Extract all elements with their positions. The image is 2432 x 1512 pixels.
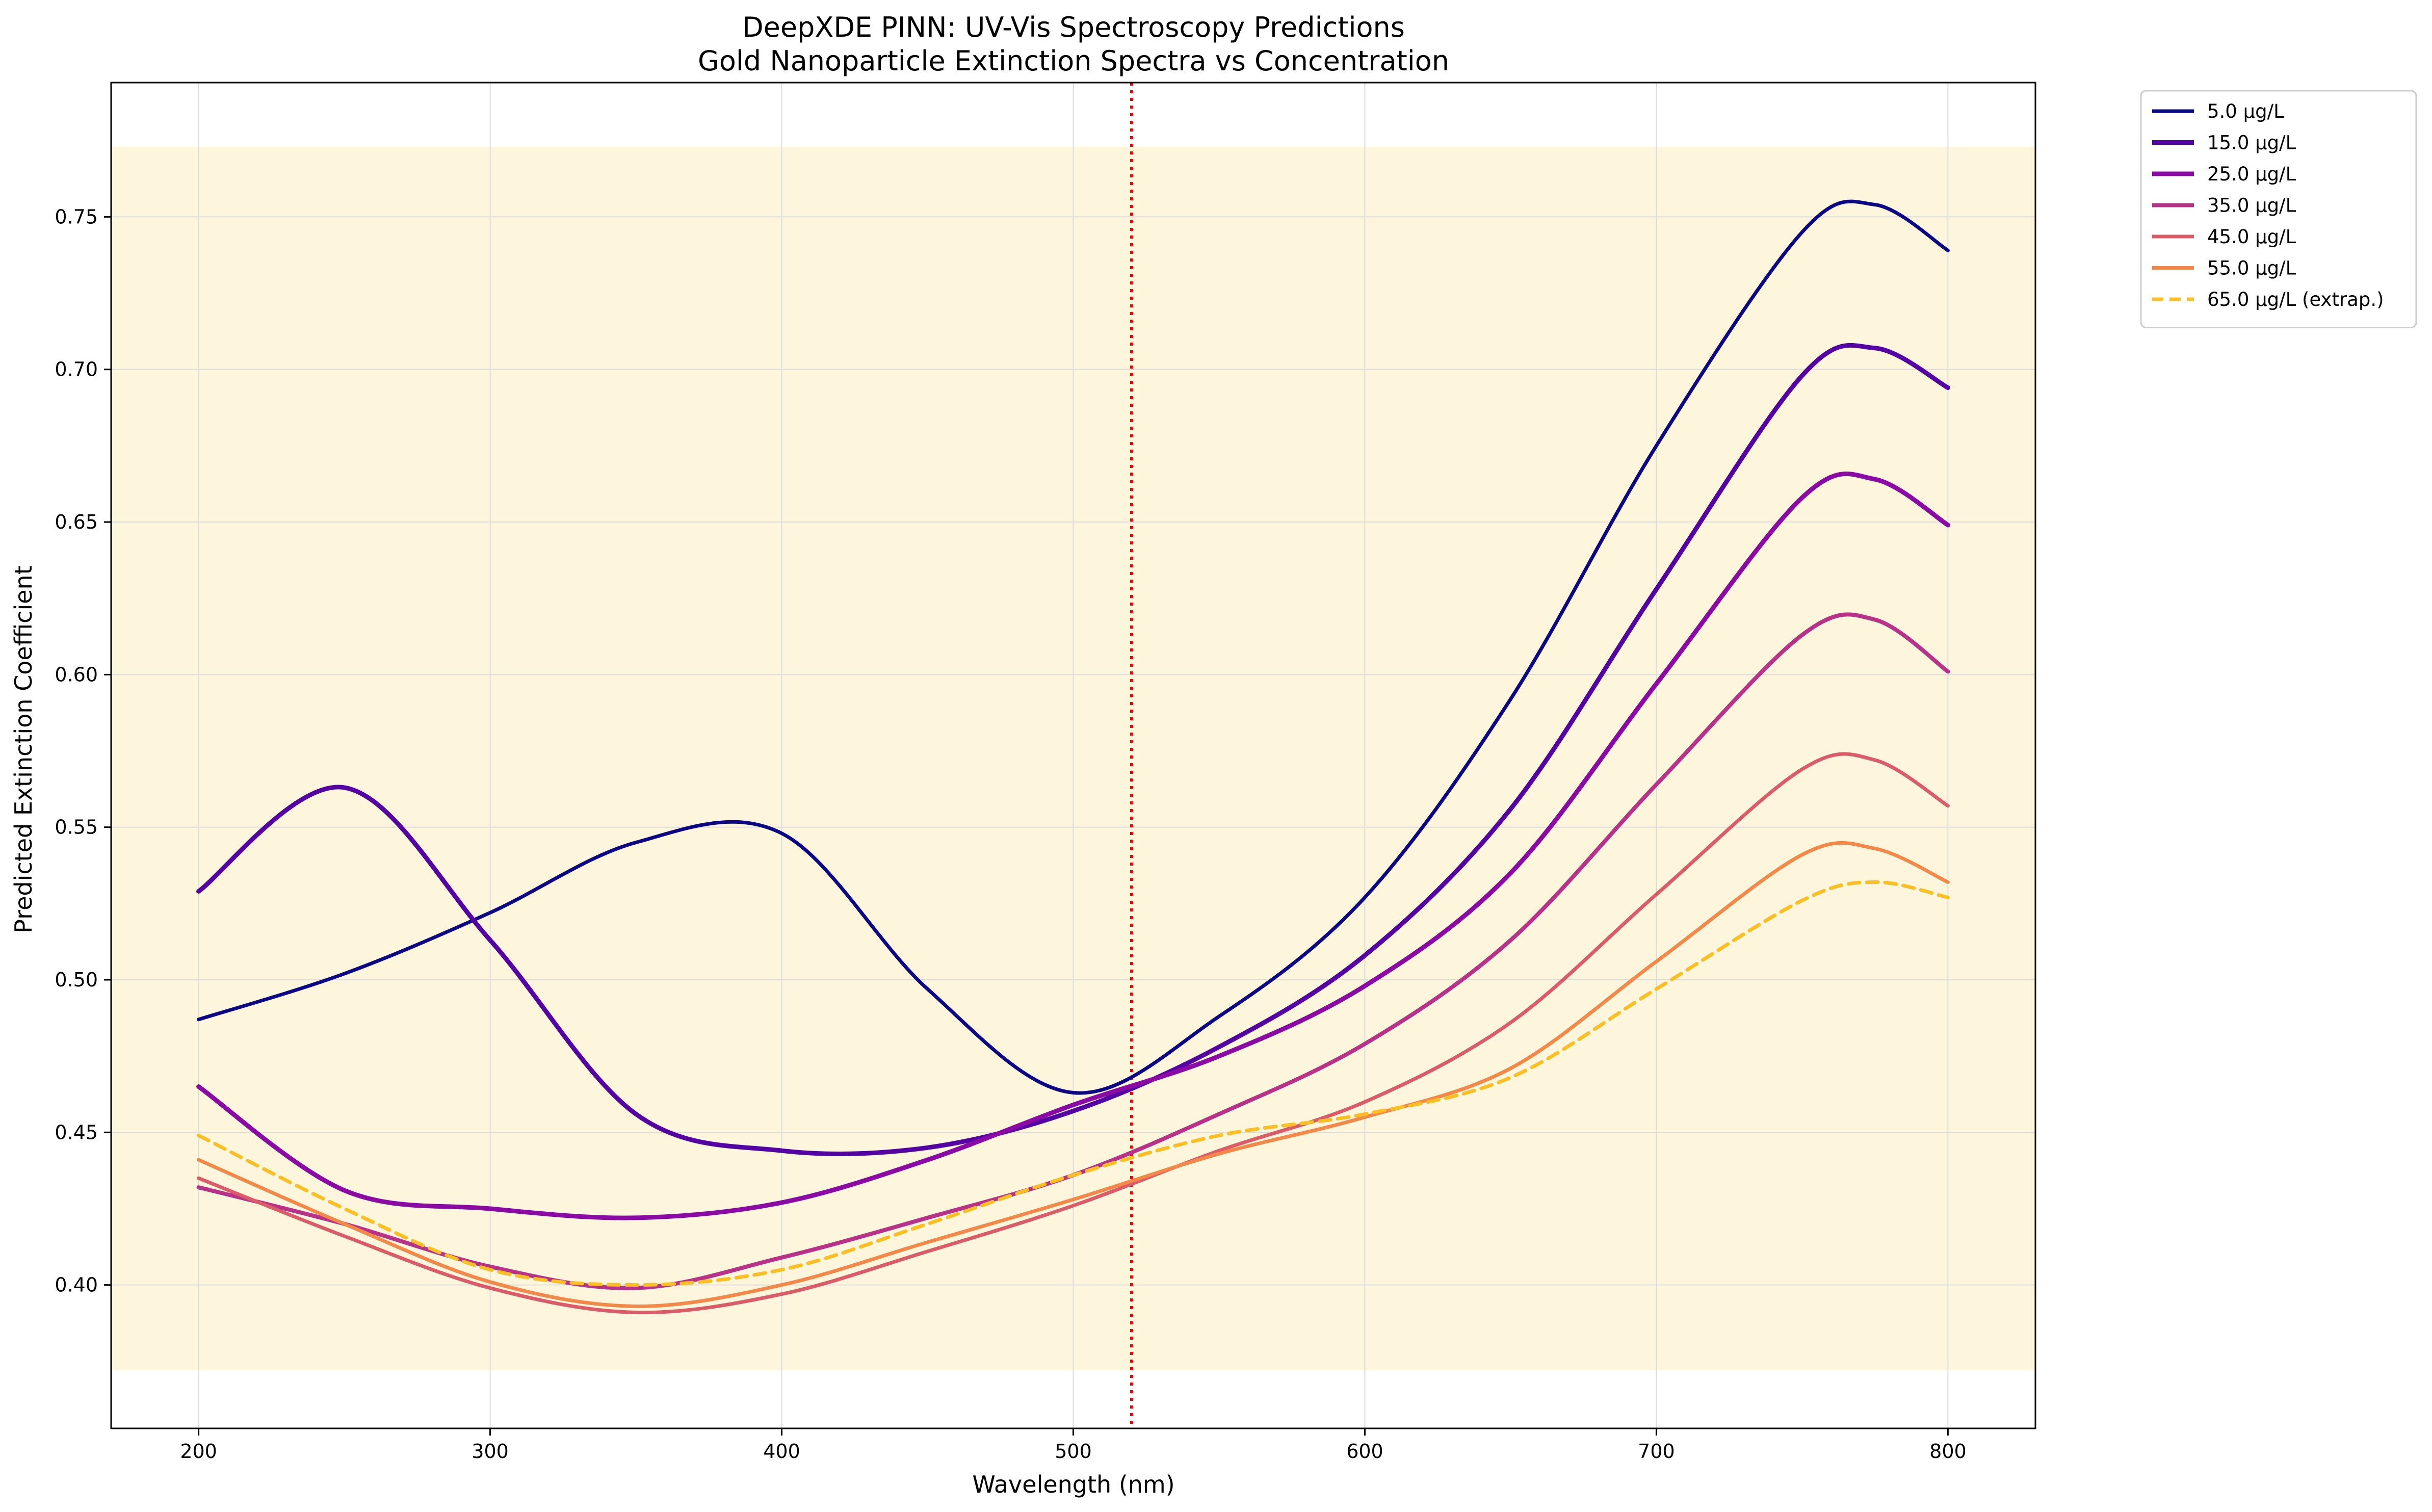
y-tick-label: 0.50 <box>55 969 98 991</box>
x-tick-label: 300 <box>472 1440 509 1463</box>
y-tick-label: 0.40 <box>55 1274 98 1296</box>
legend-label-7: 65.0 µg/L (extrap.) <box>2207 289 2384 310</box>
y-tick-label: 0.70 <box>55 358 98 381</box>
series-line-7 <box>197 880 1950 1287</box>
y-tick-label: 0.55 <box>55 816 98 839</box>
series-line-3 <box>196 472 1950 1220</box>
legend-label-4: 35.0 µg/L <box>2207 195 2296 217</box>
legend: 5.0 µg/L 15.0 µg/L 25.0 µg/L 35.0 µg/L 45.0 … <box>2140 90 2417 328</box>
series-line-5 <box>197 752 1950 1315</box>
legend-label-2: 15.0 µg/L <box>2207 132 2296 154</box>
series-line-1 <box>197 199 1950 1095</box>
y-tick-label: 0.75 <box>55 205 98 228</box>
x-tick-label: 200 <box>180 1440 217 1463</box>
series-line-6 <box>197 841 1950 1309</box>
y-axis-label: Predicted Extinction Coefficient <box>10 565 37 933</box>
x-tick-label: 500 <box>1055 1440 1092 1463</box>
legend-label-1: 5.0 µg/L <box>2207 100 2284 122</box>
x-tick-label: 800 <box>1929 1440 1967 1463</box>
y-tick-label: 0.60 <box>55 663 98 686</box>
y-tick-label: 0.65 <box>55 511 98 533</box>
x-tick-label: 600 <box>1346 1440 1383 1463</box>
series-line-2 <box>196 343 1950 1157</box>
x-axis-label: Wavelength (nm) <box>972 1471 1174 1498</box>
legend-label-5: 45.0 µg/L <box>2207 226 2296 248</box>
x-tick-label: 700 <box>1638 1440 1675 1463</box>
y-tick-label: 0.45 <box>55 1121 98 1143</box>
plot-area: 200 300 400 500 600 700 800 0.40 0.45 0.50 0.55 0.6… <box>55 82 2036 1463</box>
x-tick-label: 400 <box>763 1440 800 1463</box>
legend-label-3: 25.0 µg/L <box>2207 163 2296 185</box>
chart-subtitle: Gold Nanoparticle Extinction Spectra vs … <box>698 45 1449 77</box>
series-line-4 <box>196 612 1950 1290</box>
legend-box <box>2140 90 2417 328</box>
legend-label-6: 55.0 µg/L <box>2207 257 2296 279</box>
chart-title: DeepXDE PINN: UV-Vis Spectroscopy Predic… <box>742 11 1405 43</box>
